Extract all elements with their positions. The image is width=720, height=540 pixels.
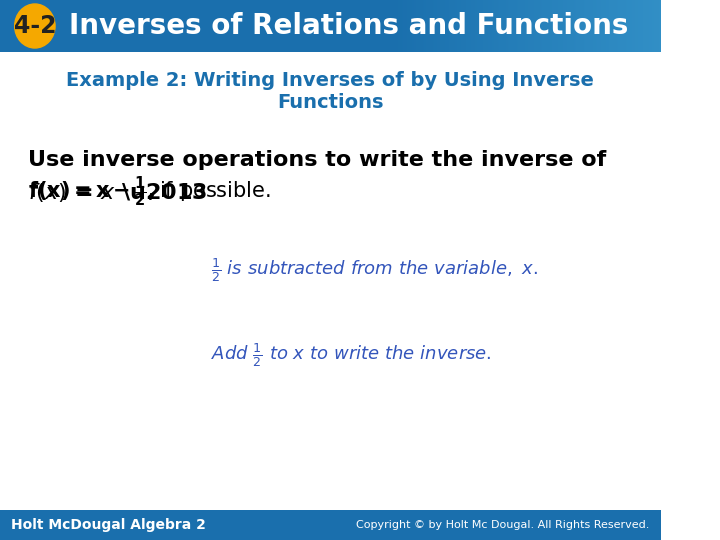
Text: Use inverse operations to write the inverse of: Use inverse operations to write the inve…: [27, 150, 606, 170]
Text: $\bf{\it{f}(x)}$ = $\it{x}$ \u2013: $\bf{\it{f}(x)}$ = $\it{x}$ \u2013: [27, 180, 209, 204]
FancyBboxPatch shape: [0, 0, 660, 52]
Text: Functions: Functions: [277, 92, 384, 111]
Text: $\frac{1}{2}$ $\it{is\ subtracted\ from\ the\ variable,\ x.}$: $\frac{1}{2}$ $\it{is\ subtracted\ from\…: [211, 256, 538, 284]
Text: $\it{Add}\ \frac{1}{2}\ \it{to\ x\ to\ write\ the\ inverse.}$: $\it{Add}\ \frac{1}{2}\ \it{to\ x\ to\ w…: [211, 341, 492, 369]
Circle shape: [14, 4, 55, 48]
Text: Example 2: Writing Inverses of by Using Inverse: Example 2: Writing Inverses of by Using …: [66, 71, 594, 90]
Text: Holt McDougal Algebra 2: Holt McDougal Algebra 2: [11, 518, 206, 532]
Text: Inverses of Relations and Functions: Inverses of Relations and Functions: [69, 12, 628, 40]
Text: $\mathbf{f(x) = x - \frac{1}{2}}$$\mathbf{,\mathrm{if\ possible.}}$: $\mathbf{f(x) = x - \frac{1}{2}}$$\mathb…: [27, 175, 271, 210]
Text: Copyright © by Holt Mc Dougal. All Rights Reserved.: Copyright © by Holt Mc Dougal. All Right…: [356, 520, 649, 530]
Text: 4-2: 4-2: [14, 14, 56, 38]
FancyBboxPatch shape: [0, 510, 660, 540]
